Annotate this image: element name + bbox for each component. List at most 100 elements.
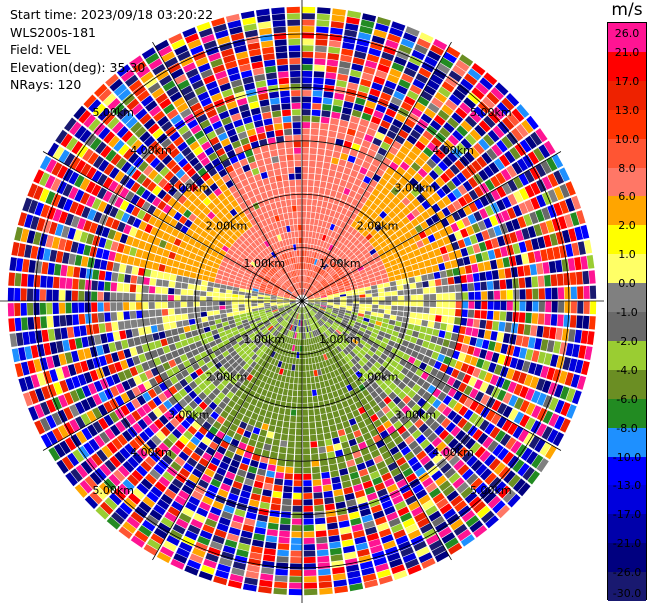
velocity-gate bbox=[486, 310, 494, 320]
velocity-gate bbox=[276, 302, 283, 304]
velocity-gate bbox=[129, 284, 137, 293]
velocity-gate bbox=[519, 347, 528, 359]
velocity-gate bbox=[374, 206, 383, 215]
velocity-gate bbox=[364, 311, 372, 315]
velocity-gate bbox=[175, 518, 189, 529]
velocity-gate bbox=[442, 395, 452, 406]
velocity-gate bbox=[454, 249, 463, 259]
velocity-gate bbox=[225, 212, 233, 221]
velocity-gate bbox=[328, 280, 335, 285]
velocity-gate bbox=[281, 349, 287, 356]
velocity-gate bbox=[431, 409, 441, 420]
velocity-gate bbox=[396, 279, 403, 286]
velocity-gate bbox=[292, 332, 296, 339]
velocity-gate bbox=[302, 122, 311, 129]
velocity-gate bbox=[461, 510, 476, 523]
velocity-gate bbox=[441, 104, 454, 116]
velocity-gate bbox=[45, 414, 57, 429]
velocity-gate bbox=[154, 340, 162, 349]
velocity-gate bbox=[372, 267, 380, 273]
velocity-gate bbox=[311, 309, 316, 315]
velocity-gate bbox=[404, 306, 411, 312]
velocity-gate bbox=[172, 260, 180, 268]
velocity-gate bbox=[536, 458, 549, 473]
velocity-gate bbox=[490, 237, 500, 249]
velocity-gate bbox=[415, 319, 422, 326]
velocity-gate bbox=[232, 301, 238, 305]
velocity-gate bbox=[320, 270, 326, 276]
velocity-gate bbox=[332, 340, 338, 347]
velocity-gate bbox=[217, 327, 225, 333]
velocity-gate bbox=[319, 587, 333, 595]
velocity-gate bbox=[298, 320, 300, 326]
velocity-gate bbox=[347, 398, 355, 406]
velocity-gate bbox=[345, 308, 353, 312]
velocity-gate bbox=[318, 327, 323, 334]
velocity-gate bbox=[294, 454, 302, 461]
velocity-gate bbox=[111, 511, 125, 525]
velocity-gate bbox=[411, 208, 421, 218]
velocity-gate bbox=[443, 139, 455, 151]
velocity-gate bbox=[263, 320, 270, 326]
velocity-gate bbox=[429, 287, 436, 294]
velocity-gate bbox=[389, 281, 397, 287]
velocity-gate bbox=[456, 258, 465, 267]
velocity-gate bbox=[274, 478, 284, 486]
velocity-gate bbox=[321, 387, 327, 395]
velocity-gate bbox=[296, 429, 302, 435]
velocity-gate bbox=[332, 289, 339, 293]
velocity-gate bbox=[315, 32, 329, 40]
velocity-gate bbox=[416, 450, 427, 461]
velocity-gate bbox=[316, 274, 321, 281]
velocity-gate bbox=[92, 421, 104, 434]
velocity-gate bbox=[257, 303, 264, 306]
velocity-gate bbox=[134, 126, 147, 138]
velocity-gate bbox=[502, 257, 511, 268]
velocity-gate bbox=[419, 32, 434, 44]
velocity-gate bbox=[185, 351, 194, 359]
velocity-gate bbox=[292, 512, 302, 519]
velocity-gate bbox=[315, 382, 321, 389]
velocity-gate bbox=[574, 257, 582, 271]
velocity-gate bbox=[515, 359, 525, 371]
velocity-gate bbox=[229, 323, 237, 329]
velocity-gate bbox=[216, 211, 225, 220]
velocity-gate bbox=[354, 50, 367, 60]
velocity-gate bbox=[336, 132, 346, 140]
velocity-gate bbox=[390, 233, 398, 241]
velocity-gate bbox=[324, 285, 330, 290]
velocity-gate bbox=[39, 188, 50, 203]
velocity-gate bbox=[33, 316, 41, 330]
velocity-gate bbox=[408, 500, 421, 511]
velocity-gate bbox=[466, 274, 474, 283]
velocity-gate bbox=[306, 205, 312, 212]
velocity-gate bbox=[322, 248, 328, 256]
velocity-gate bbox=[230, 369, 238, 377]
velocity-gate bbox=[302, 397, 308, 403]
velocity-gate bbox=[188, 390, 198, 400]
velocity-gate bbox=[405, 523, 419, 534]
velocity-gate bbox=[449, 164, 460, 175]
velocity-gate bbox=[588, 270, 596, 284]
velocity-gate bbox=[174, 253, 182, 262]
velocity-gate bbox=[483, 261, 492, 271]
velocity-gate bbox=[393, 325, 401, 332]
velocity-gate bbox=[350, 169, 359, 178]
velocity-gate bbox=[225, 301, 232, 305]
velocity-gate bbox=[500, 290, 507, 300]
velocity-gate bbox=[212, 436, 222, 445]
velocity-gate bbox=[276, 332, 282, 339]
velocity-gate bbox=[453, 390, 463, 401]
velocity-gate bbox=[332, 309, 339, 313]
velocity-gate bbox=[216, 415, 226, 425]
velocity-gate bbox=[158, 239, 167, 249]
velocity-gate bbox=[341, 539, 354, 547]
velocity-gate bbox=[391, 62, 405, 72]
velocity-gate bbox=[404, 246, 413, 254]
velocity-gate bbox=[254, 371, 261, 379]
velocity-gate bbox=[492, 321, 499, 331]
velocity-gate bbox=[8, 272, 15, 286]
velocity-gate bbox=[225, 179, 234, 189]
velocity-gate bbox=[328, 358, 334, 365]
velocity-gate bbox=[397, 306, 404, 311]
